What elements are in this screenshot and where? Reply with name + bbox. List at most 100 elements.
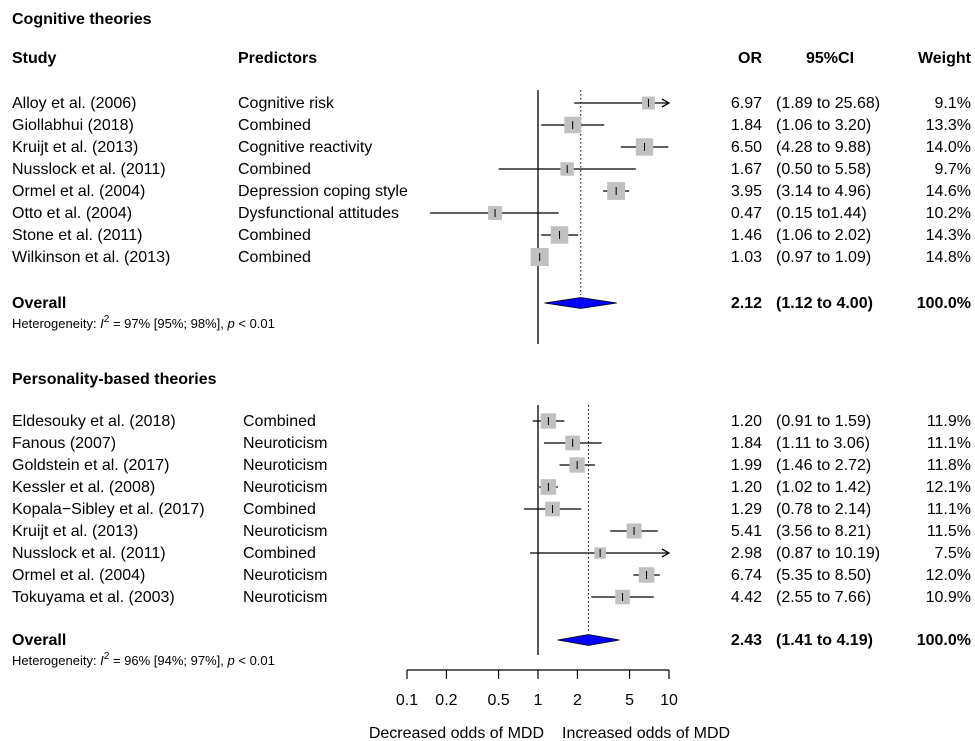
column-header-ci: 95%CI <box>806 50 854 67</box>
study-label: Eldesouky et al. (2018) <box>12 413 176 430</box>
predictor-label: Cognitive risk <box>238 95 335 112</box>
study-label: Wilkinson et al. (2013) <box>12 249 170 266</box>
predictor-label: Neuroticism <box>243 523 327 540</box>
study-label: Nusslock et al. (2011) <box>12 545 166 562</box>
predictor-label: Dysfunctional attitudes <box>238 205 399 222</box>
or-value: 1.84 <box>731 117 762 134</box>
predictor-label: Combined <box>243 501 316 518</box>
overall-or: 2.12 <box>731 295 762 312</box>
or-value: 1.20 <box>731 479 762 496</box>
or-value: 1.29 <box>731 501 762 518</box>
study-label: Tokuyama et al. (2003) <box>12 589 175 606</box>
or-value: 0.47 <box>731 205 762 222</box>
weight-value: 14.8% <box>926 249 971 266</box>
or-value: 6.97 <box>731 95 762 112</box>
study-label: Nusslock et al. (2011) <box>12 161 166 178</box>
column-header-study: Study <box>12 50 57 67</box>
predictor-label: Combined <box>238 227 311 244</box>
predictor-label: Depression coping style <box>238 183 408 200</box>
overall-ci: (1.12 to 4.00) <box>776 295 873 312</box>
study-label: Alloy et al. (2006) <box>12 95 137 112</box>
ci-value: (4.28 to 9.88) <box>776 139 871 156</box>
ci-value: (0.87 to 10.19) <box>776 545 880 562</box>
column-header-weight: Weight <box>918 50 972 67</box>
study-label: Kopala−Sibley et al. (2017) <box>12 501 205 518</box>
predictor-label: Neuroticism <box>243 589 327 606</box>
ci-value: (0.78 to 2.14) <box>776 501 871 518</box>
or-value: 1.99 <box>731 457 762 474</box>
x-tick-label: 5 <box>625 692 634 709</box>
ci-value: (0.91 to 1.59) <box>776 413 871 430</box>
heterogeneity-text: Heterogeneity: I2 = 97% [95%; 98%], p < … <box>12 314 275 331</box>
ci-value: (3.56 to 8.21) <box>776 523 871 540</box>
study-label: Goldstein et al. (2017) <box>12 457 169 474</box>
weight-value: 7.5% <box>935 545 971 562</box>
ci-value: (1.89 to 25.68) <box>776 95 880 112</box>
or-value: 1.67 <box>731 161 762 178</box>
x-label-decreased: Decreased odds of MDD <box>369 725 544 741</box>
ci-value: (1.06 to 2.02) <box>776 227 871 244</box>
weight-value: 14.0% <box>926 139 971 156</box>
weight-value: 11.1% <box>927 435 971 452</box>
or-value: 4.42 <box>731 589 762 606</box>
ci-value: (0.15 to1.44) <box>776 205 867 222</box>
or-value: 6.50 <box>731 139 762 156</box>
overall-label: Overall <box>12 295 66 312</box>
or-value: 1.84 <box>731 435 762 452</box>
weight-value: 11.1% <box>927 501 971 518</box>
overall-or: 2.43 <box>731 632 762 649</box>
weight-value: 11.8% <box>927 457 971 474</box>
ci-value: (0.97 to 1.09) <box>776 249 871 266</box>
ci-value: (1.11 to 3.06) <box>776 435 870 452</box>
group-title: Personality-based theories <box>12 371 217 388</box>
column-header-predictors: Predictors <box>238 50 317 67</box>
weight-value: 14.3% <box>926 227 971 244</box>
weight-value: 13.3% <box>926 117 971 134</box>
weight-value: 9.7% <box>935 161 971 178</box>
x-tick-label: 1 <box>534 692 543 709</box>
group-title: Cognitive theories <box>12 11 152 28</box>
ci-value: (1.46 to 2.72) <box>776 457 871 474</box>
study-label: Stone et al. (2011) <box>12 227 142 244</box>
or-value: 2.98 <box>731 545 762 562</box>
weight-value: 11.9% <box>927 413 971 430</box>
weight-value: 10.9% <box>926 589 971 606</box>
or-value: 1.20 <box>731 413 762 430</box>
or-value: 1.46 <box>731 227 762 244</box>
ci-value: (1.06 to 3.20) <box>776 117 871 134</box>
ci-value: (2.55 to 7.66) <box>776 589 871 606</box>
predictor-label: Combined <box>238 161 311 178</box>
ci-arrow <box>661 548 671 558</box>
ci-arrow <box>661 98 671 108</box>
predictor-label: Neuroticism <box>243 435 327 452</box>
x-tick-label: 2 <box>573 692 582 709</box>
or-value: 5.41 <box>731 523 762 540</box>
overall-ci: (1.41 to 4.19) <box>776 632 873 649</box>
overall-diamond <box>544 297 617 309</box>
study-label: Ormel et al. (2004) <box>12 183 145 200</box>
overall-weight: 100.0% <box>917 295 971 312</box>
predictor-label: Neuroticism <box>243 567 327 584</box>
column-header-or: OR <box>738 50 762 67</box>
weight-value: 10.2% <box>926 205 971 222</box>
ci-value: (1.02 to 1.42) <box>776 479 871 496</box>
weight-value: 9.1% <box>935 95 971 112</box>
or-value: 3.95 <box>731 183 762 200</box>
overall-weight: 100.0% <box>917 632 971 649</box>
study-label: Kruijt et al. (2013) <box>12 139 138 156</box>
overall-label: Overall <box>12 632 66 649</box>
study-label: Kessler et al. (2008) <box>12 479 155 496</box>
or-value: 1.03 <box>731 249 762 266</box>
predictor-label: Cognitive reactivity <box>238 139 372 156</box>
x-tick-label: 0.1 <box>396 692 418 709</box>
study-label: Otto et al. (2004) <box>12 205 132 222</box>
predictor-label: Neuroticism <box>243 457 327 474</box>
ci-value: (3.14 to 4.96) <box>776 183 871 200</box>
or-value: 6.74 <box>731 567 762 584</box>
x-tick-label: 0.5 <box>487 692 509 709</box>
ci-value: (0.50 to 5.58) <box>776 161 871 178</box>
study-label: Giollabhui (2018) <box>12 117 134 134</box>
study-label: Kruijt et al. (2013) <box>12 523 138 540</box>
weight-value: 14.6% <box>926 183 971 200</box>
